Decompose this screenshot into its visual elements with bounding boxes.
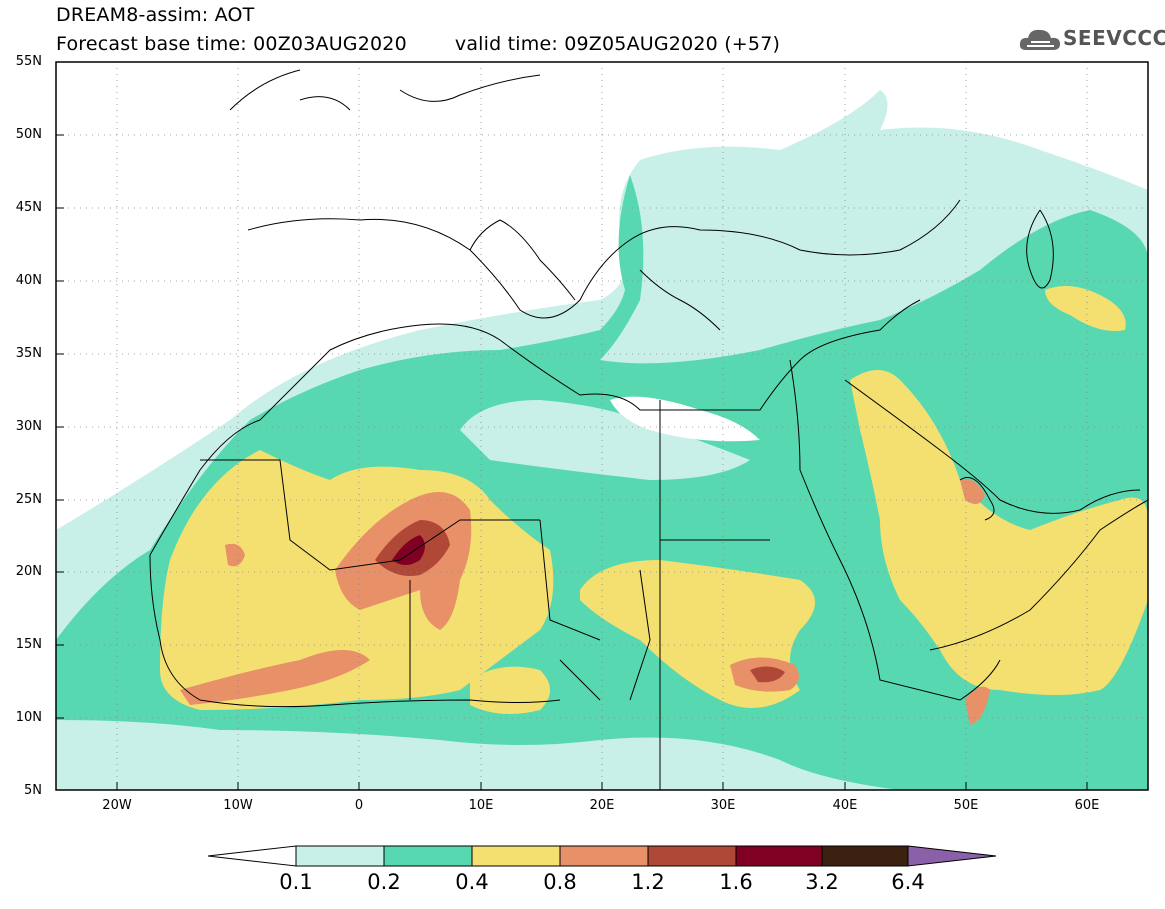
lat-label: 30N <box>15 419 42 434</box>
lon-label: 40E <box>832 798 858 813</box>
map-title: DREAM8-assim: AOT <box>56 4 255 26</box>
lon-label: 10E <box>468 798 494 813</box>
aot-clear-libya <box>460 400 750 480</box>
seevccc-logo: SEEVCCC <box>1018 24 1165 56</box>
graticule <box>56 62 1148 790</box>
lat-label: 5N <box>24 783 42 798</box>
colorbar-label: 6.4 <box>891 870 925 894</box>
lat-label: 50N <box>15 127 42 142</box>
lon-label: 30E <box>710 798 736 813</box>
aot-band-0-8-mali <box>225 543 245 567</box>
map-subtitle: Forecast base time: 00Z03AUG2020 valid ti… <box>56 33 780 55</box>
aot-band-0-8-somalia <box>965 686 990 725</box>
aot-clear-libya-2 <box>610 396 760 442</box>
lat-label: 35N <box>15 346 42 361</box>
colorbar-swatch-below <box>207 845 297 867</box>
colorbar-label: 0.1 <box>279 870 313 894</box>
valid-time-text: valid time: 09Z05AUG2020 (+57) <box>454 33 781 55</box>
colorbar-swatch <box>295 845 385 867</box>
lon-label: 20W <box>102 798 132 813</box>
lon-label: 60E <box>1074 798 1100 813</box>
tick-marks <box>56 61 1088 790</box>
colorbar-swatch <box>647 845 737 867</box>
colorbar-label: 0.8 <box>543 870 577 894</box>
colorbar-label: 0.2 <box>367 870 401 894</box>
aot-band-0-8-gulf <box>960 479 985 504</box>
colorbar-swatch <box>559 845 649 867</box>
lon-label: 20E <box>589 798 615 813</box>
aot-band-1-6-sahara <box>392 535 425 565</box>
colorbar-label: 1.2 <box>631 870 665 894</box>
aot-band-0-4-caspian <box>1045 286 1126 331</box>
colorbar <box>207 845 997 867</box>
colorbar-swatch <box>821 845 909 867</box>
colorbar-swatch <box>471 845 561 867</box>
colorbar-swatch <box>383 845 473 867</box>
logo-text: SEEVCCC <box>1063 26 1165 50</box>
lon-label: 10W <box>223 798 253 813</box>
lat-label: 45N <box>15 200 42 215</box>
lat-label: 10N <box>15 710 42 725</box>
aot-band-0-4-nigeria <box>470 666 550 714</box>
lat-label: 40N <box>15 273 42 288</box>
lat-label: 25N <box>15 492 42 507</box>
colorbar-label: 0.4 <box>455 870 489 894</box>
aot-band-0-4-arabia <box>850 370 1148 695</box>
lat-label: 55N <box>15 54 42 69</box>
lon-label: 0 <box>354 798 364 813</box>
lat-label: 20N <box>15 564 42 579</box>
lon-label: 50E <box>953 798 979 813</box>
colorbar-label: 3.2 <box>805 870 839 894</box>
colorbar-swatch <box>735 845 823 867</box>
coastlines <box>149 69 1148 790</box>
base-time-text: Forecast base time: 00Z03AUG2020 <box>56 33 407 55</box>
colorbar-label: 1.6 <box>719 870 753 894</box>
aot-band-0-8-sahel <box>180 650 370 705</box>
cloud-icon <box>1019 29 1060 50</box>
aot-band-1-2-sudan <box>750 666 785 683</box>
colorbar-swatch-above <box>907 845 997 867</box>
lat-label: 15N <box>15 637 42 652</box>
